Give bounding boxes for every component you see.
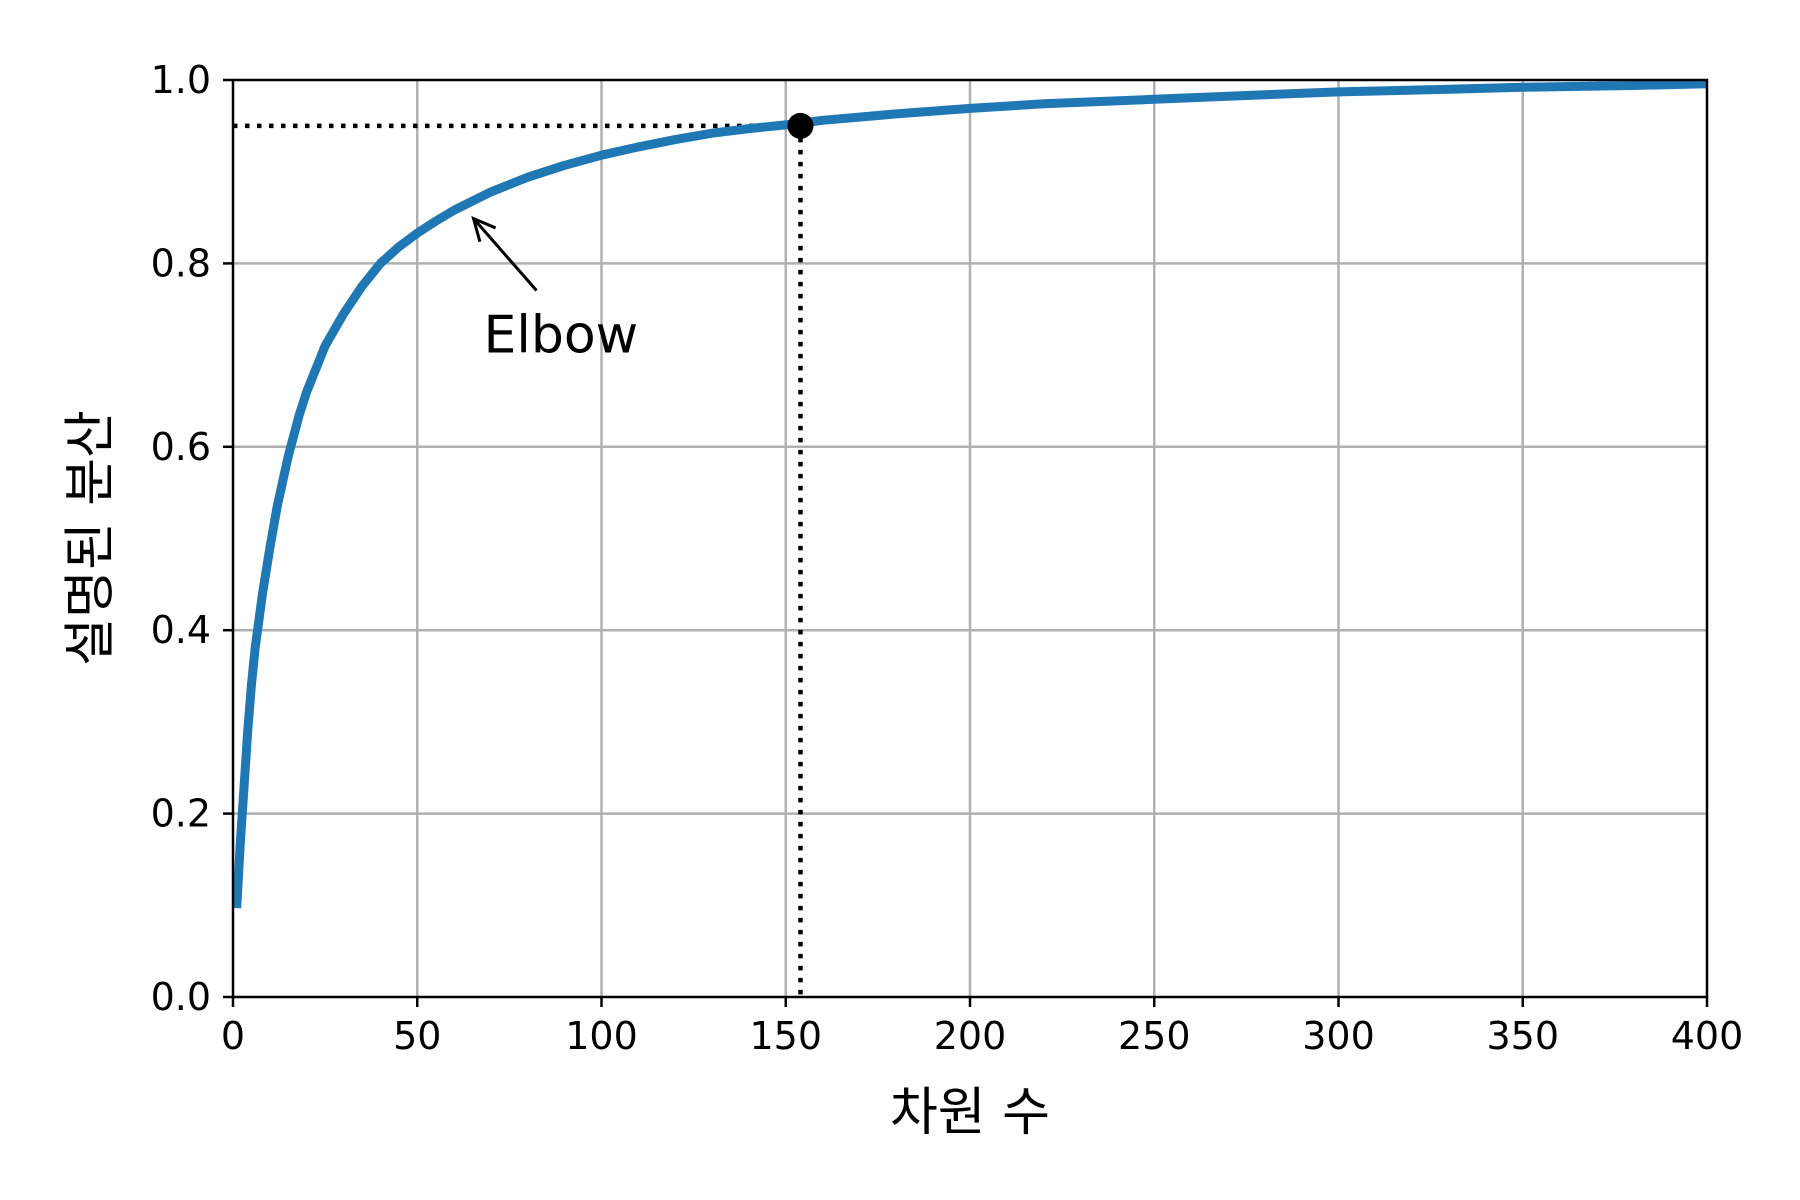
x-axis-ticks: 0 50 100 150 200 250 300 350 400	[221, 997, 1743, 1058]
y-tick-label: 0.4	[151, 608, 211, 652]
elbow-annotation: Elbow	[471, 215, 639, 366]
y-tick-label: 0.8	[151, 241, 211, 285]
x-tick-label: 0	[221, 1014, 245, 1058]
x-tick-label: 400	[1671, 1014, 1744, 1058]
threshold-marker-group	[787, 112, 814, 139]
x-tick-label: 350	[1486, 1014, 1559, 1058]
threshold-lines	[233, 123, 803, 997]
x-tick-label: 100	[565, 1014, 638, 1058]
y-tick-label: 0.2	[151, 792, 211, 836]
horizontal-gridlines	[233, 262, 1707, 815]
series-group	[233, 80, 1707, 909]
x-tick-label: 200	[934, 1014, 1007, 1058]
series-line	[233, 80, 1707, 909]
y-axis-label: 설명된 분산	[61, 410, 121, 666]
x-tick-label: 50	[393, 1014, 441, 1058]
x-axis-label: 차원 수	[890, 1083, 1050, 1143]
annotation-label: Elbow	[484, 306, 639, 366]
x-tick-label: 250	[1118, 1014, 1191, 1058]
x-tick-label: 150	[749, 1014, 822, 1058]
y-tick-label: 1.0	[151, 58, 211, 102]
y-tick-label: 0.6	[151, 425, 211, 469]
threshold-point	[787, 112, 814, 139]
annotation-arrow-head	[471, 215, 497, 243]
annotation-arrow-line	[472, 217, 538, 292]
x-tick-label: 300	[1302, 1014, 1375, 1058]
y-axis-ticks: 0.0 0.2 0.4 0.6 0.8 1.0	[151, 58, 233, 1019]
y-tick-label: 0.0	[151, 975, 211, 1019]
